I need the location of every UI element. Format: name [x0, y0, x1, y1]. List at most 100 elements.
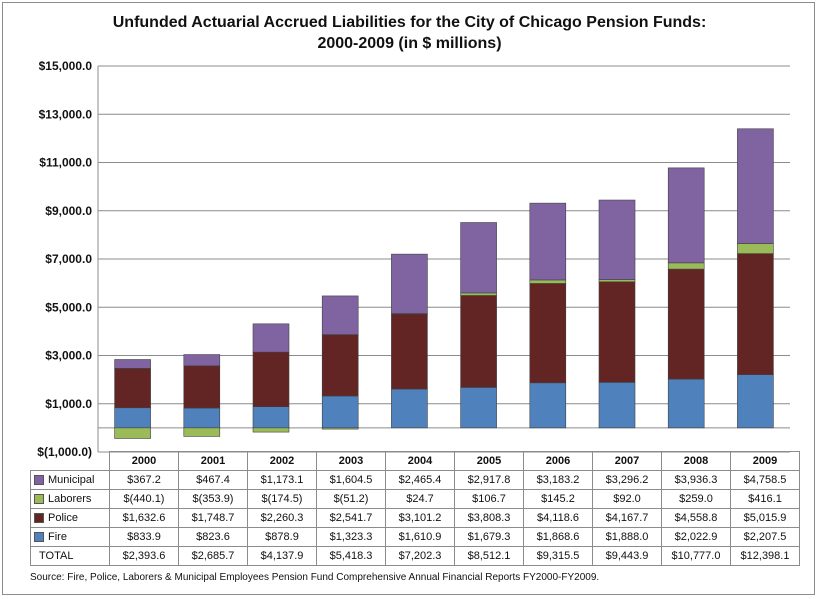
- series-name: Laborers: [48, 493, 92, 505]
- series-name: Fire: [48, 531, 67, 543]
- y-tick-label: $1,000.0: [45, 397, 92, 411]
- total-value: $10,777.0: [661, 546, 731, 566]
- data-value: $145.2: [523, 489, 593, 509]
- bar-municipal: [667, 167, 705, 264]
- bar-police: [321, 334, 359, 397]
- legend-swatch: [34, 513, 44, 524]
- bar-laborers: [529, 279, 567, 284]
- bar-municipal: [114, 359, 151, 369]
- data-value: $4,118.6: [523, 508, 593, 528]
- bar-police: [667, 268, 705, 380]
- table-row: Fire $833.9 $823.6 $878.9 $1,323.3 $1,610.9 $1…: [30, 527, 800, 547]
- year-label: 2003: [316, 451, 386, 471]
- data-value: $833.9: [109, 527, 179, 547]
- data-value: $2,260.3: [247, 508, 317, 528]
- bar-laborers: [460, 292, 497, 296]
- data-value: $4,758.5: [730, 470, 800, 490]
- y-tick-label: $3,000.0: [45, 349, 92, 363]
- bar-laborers: [321, 427, 359, 430]
- bar-laborers: [114, 427, 151, 439]
- total-value: $7,202.3: [385, 546, 455, 566]
- data-value: $4,558.8: [661, 508, 731, 528]
- bar-fire: [460, 387, 497, 429]
- year-label: 2008: [661, 451, 731, 471]
- year-label: 2007: [592, 451, 662, 471]
- chart-title: Unfunded Actuarial Accrued Liabilities f…: [0, 12, 819, 54]
- year-label: 2000: [109, 451, 179, 471]
- data-value: $467.4: [178, 470, 248, 490]
- data-value: $1,748.7: [178, 508, 248, 528]
- y-tick-label: $13,000.0: [39, 107, 93, 121]
- bar-municipal: [529, 202, 567, 281]
- legend-swatch: [34, 475, 44, 486]
- total-value: $9,443.9: [592, 546, 662, 566]
- data-value: $3,183.2: [523, 470, 593, 490]
- data-value: $92.0: [592, 489, 662, 509]
- year-label: 2001: [178, 451, 248, 471]
- bar-fire: [252, 406, 290, 429]
- data-value: $1,632.6: [109, 508, 179, 528]
- data-value: $3,101.2: [385, 508, 455, 528]
- table-row: Police $1,632.6 $1,748.7 $2,260.3 $2,541.7 $3…: [30, 508, 800, 528]
- y-tick-label: $7,000.0: [45, 252, 92, 266]
- data-value: $(440.1): [109, 489, 179, 509]
- y-tick-label: $11,000.0: [39, 156, 92, 170]
- year-label: 2005: [454, 451, 524, 471]
- data-value: $5,015.9: [730, 508, 800, 528]
- data-value: $367.2: [109, 470, 179, 490]
- bar-municipal: [598, 199, 636, 280]
- data-value: $106.7: [454, 489, 524, 509]
- bar-police: [460, 295, 497, 388]
- bar-police: [252, 351, 290, 407]
- bar-municipal: [321, 295, 359, 335]
- table-row: Laborers $(440.1) $(353.9) $(174.5) $(51.2) $…: [30, 489, 800, 509]
- data-value: $3,936.3: [661, 470, 731, 490]
- bar-police: [114, 368, 151, 409]
- bar-police: [598, 281, 636, 383]
- table-row: Municipal $367.2 $467.4 $1,173.1 $1,604.5 $2,…: [30, 470, 800, 490]
- bar-municipal: [460, 222, 497, 294]
- year-label: 2009: [730, 451, 800, 471]
- data-value: $259.0: [661, 489, 731, 509]
- data-value: $823.6: [178, 527, 248, 547]
- bar-laborers: [252, 427, 290, 433]
- bar-municipal: [183, 354, 221, 367]
- series-label: Fire: [30, 527, 110, 547]
- y-tick-label: $15,000.0: [39, 59, 93, 73]
- bar-laborers: [183, 427, 221, 437]
- data-value: $1,323.3: [316, 527, 386, 547]
- year-label: 2006: [523, 451, 593, 471]
- data-value: $(174.5): [247, 489, 317, 509]
- series-label: Municipal: [30, 470, 110, 490]
- data-value: $4,167.7: [592, 508, 662, 528]
- data-value: $2,207.5: [730, 527, 800, 547]
- bar-municipal: [737, 128, 774, 244]
- bar-fire: [321, 395, 359, 429]
- total-value: $4,137.9: [247, 546, 317, 566]
- data-value: $1,604.5: [316, 470, 386, 490]
- total-value: $2,685.7: [178, 546, 248, 566]
- total-value: $5,418.3: [316, 546, 386, 566]
- series-name: Police: [48, 512, 78, 524]
- total-value: $12,398.1: [730, 546, 800, 566]
- bar-laborers: [737, 243, 774, 254]
- data-table: 2000 2001 2002 2003 2004 2005 2006 2007 2008 2009…: [30, 451, 800, 566]
- data-value: $1,868.6: [523, 527, 593, 547]
- source-note: Source: Fire, Police, Laborers & Municip…: [30, 572, 600, 583]
- bar-fire: [598, 382, 636, 429]
- bar-police: [529, 283, 567, 384]
- data-value: $2,022.9: [661, 527, 731, 547]
- series-label: Police: [30, 508, 110, 528]
- chart-title-line2: 2000-2009 (in $ millions): [317, 35, 502, 52]
- y-tick-label: $9,000.0: [45, 204, 92, 218]
- bar-fire: [737, 374, 774, 429]
- bar-municipal: [252, 323, 290, 353]
- y-tick-label: $5,000.0: [45, 300, 92, 314]
- table-row-total: TOTAL $2,393.6 $2,685.7 $4,137.9 $5,418.3 $7,…: [30, 546, 800, 566]
- chart-title-line1: Unfunded Actuarial Accrued Liabilities f…: [112, 14, 707, 31]
- data-value: $2,541.7: [316, 508, 386, 528]
- data-value: $(51.2): [316, 489, 386, 509]
- data-value: $2,465.4: [385, 470, 455, 490]
- data-value: $1,888.0: [592, 527, 662, 547]
- bar-fire: [183, 407, 221, 429]
